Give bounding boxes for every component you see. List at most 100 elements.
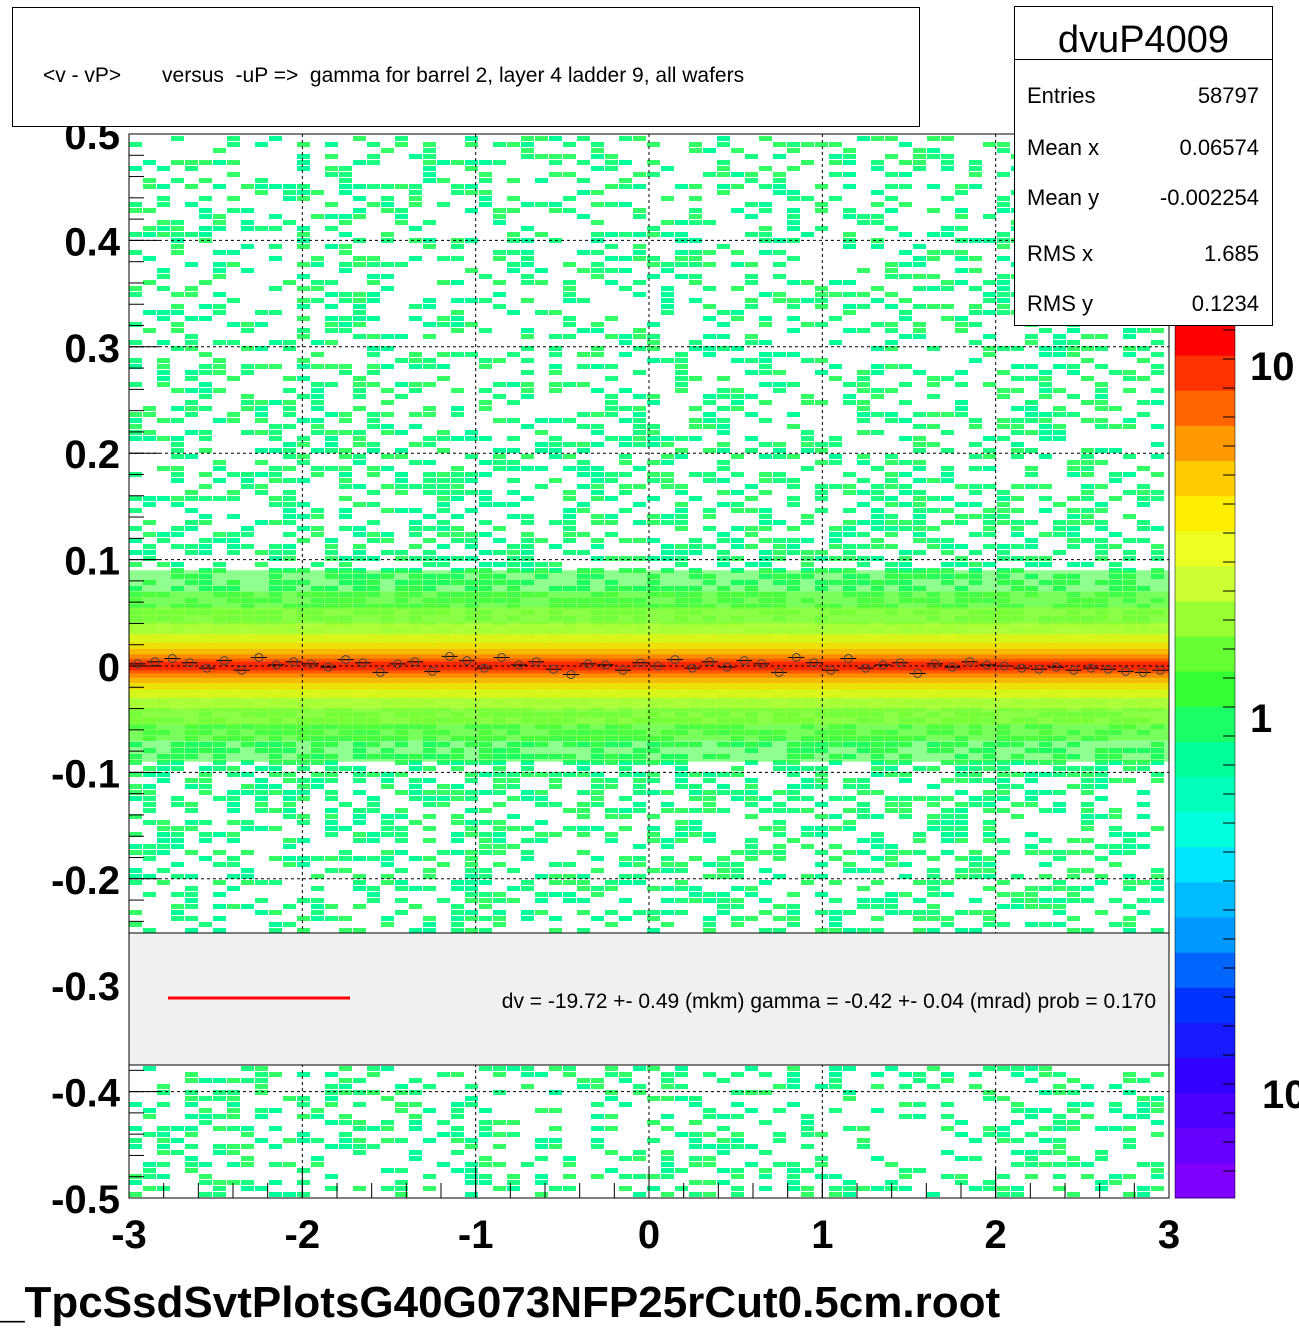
heatmap-cell [703, 148, 716, 153]
heatmap-cell [563, 334, 576, 339]
heatmap-cell [605, 838, 618, 843]
heatmap-cell [871, 190, 884, 195]
heatmap-cell [605, 316, 618, 321]
heatmap-cell [815, 442, 828, 447]
heatmap-cell [451, 760, 464, 765]
heatmap-cell [129, 868, 142, 873]
heatmap-cell [409, 424, 422, 429]
heatmap-cell [941, 280, 954, 285]
heatmap-cell [395, 394, 408, 399]
heatmap-cell [955, 400, 968, 405]
heatmap-cell [353, 1090, 366, 1095]
heatmap-cell [731, 262, 744, 267]
heatmap-cell [759, 292, 772, 297]
heatmap-cell [297, 274, 310, 279]
heatmap-cell [297, 760, 310, 765]
heatmap-cell [227, 472, 240, 477]
heatmap-cell [535, 466, 548, 471]
heatmap-cell [241, 532, 254, 537]
heatmap-cell [549, 370, 562, 375]
heatmap-cell [185, 412, 198, 417]
heatmap-cell [311, 1114, 324, 1119]
heatmap-cell [857, 490, 870, 495]
heatmap-cell [1025, 760, 1038, 765]
heatmap-cell [339, 496, 352, 501]
heatmap-cell [969, 304, 982, 309]
heatmap-cell [325, 868, 338, 873]
heatmap-cell [157, 772, 170, 777]
heatmap-cell [577, 250, 590, 255]
heatmap-cell [465, 508, 478, 513]
heatmap-cell [185, 778, 198, 783]
heatmap-cell [857, 412, 870, 417]
heatmap-cell [521, 388, 534, 393]
heatmap-cell [969, 418, 982, 423]
heatmap-cell [465, 790, 478, 795]
heatmap-cell [857, 268, 870, 273]
heatmap-cell [885, 796, 898, 801]
heatmap-cell [969, 850, 982, 855]
heatmap-cell [367, 160, 380, 165]
heatmap-cell [535, 154, 548, 159]
heatmap-cell [199, 1078, 212, 1083]
heatmap-cell [395, 868, 408, 873]
heatmap-cell [269, 784, 282, 789]
heatmap-cell [703, 412, 716, 417]
heatmap-cell [1025, 892, 1038, 897]
heatmap-cell [227, 856, 240, 861]
heatmap-cell [255, 418, 268, 423]
heatmap-cell [983, 292, 996, 297]
heatmap-cell [339, 268, 352, 273]
heatmap-cell [311, 190, 324, 195]
heatmap-cell [745, 370, 758, 375]
heatmap-cell [759, 250, 772, 255]
heatmap-cell [395, 358, 408, 363]
heatmap-cell [885, 532, 898, 537]
heatmap-cell [437, 1132, 450, 1137]
heatmap-cell [773, 1108, 786, 1113]
heatmap-cell [521, 766, 534, 771]
heatmap-cell [255, 790, 268, 795]
heatmap-cell [311, 514, 324, 519]
heatmap-cell [283, 388, 296, 393]
heatmap-cell [479, 388, 492, 393]
heatmap-cell [549, 784, 562, 789]
heatmap-cell [227, 790, 240, 795]
heatmap-cell [591, 760, 604, 765]
heatmap-cell [927, 250, 940, 255]
heatmap-cell [675, 508, 688, 513]
heatmap-cell [703, 472, 716, 477]
heatmap-cell [451, 850, 464, 855]
heatmap-cell [913, 490, 926, 495]
heatmap-cell [227, 802, 240, 807]
heatmap-cell [745, 784, 758, 789]
heatmap-cell [843, 472, 856, 477]
heatmap-cell [591, 1174, 604, 1179]
heatmap-cell [395, 790, 408, 795]
heatmap-cell [969, 514, 982, 519]
heatmap-cell [451, 886, 464, 891]
heatmap-cell [185, 520, 198, 525]
heatmap-cell [255, 142, 268, 147]
heatmap-cell [675, 514, 688, 519]
heatmap-cell [143, 1132, 156, 1137]
heatmap-cell [171, 232, 184, 237]
heatmap-cell [871, 856, 884, 861]
heatmap-cell [843, 304, 856, 309]
heatmap-cell [717, 346, 730, 351]
heatmap-cell [213, 904, 226, 909]
heatmap-cell [395, 1186, 408, 1191]
heatmap-cell [647, 760, 660, 765]
heatmap-cell [675, 556, 688, 561]
heatmap-cell [157, 364, 170, 369]
heatmap-cell [941, 250, 954, 255]
heatmap-cell [955, 874, 968, 879]
heatmap-cell [255, 484, 268, 489]
heatmap-cell [199, 922, 212, 927]
heatmap-cell [325, 1120, 338, 1125]
heatmap-cell [325, 790, 338, 795]
heatmap-cell [703, 1072, 716, 1077]
heatmap-cell [843, 1192, 856, 1197]
heatmap-cell [171, 562, 184, 567]
heatmap-cell [927, 442, 940, 447]
